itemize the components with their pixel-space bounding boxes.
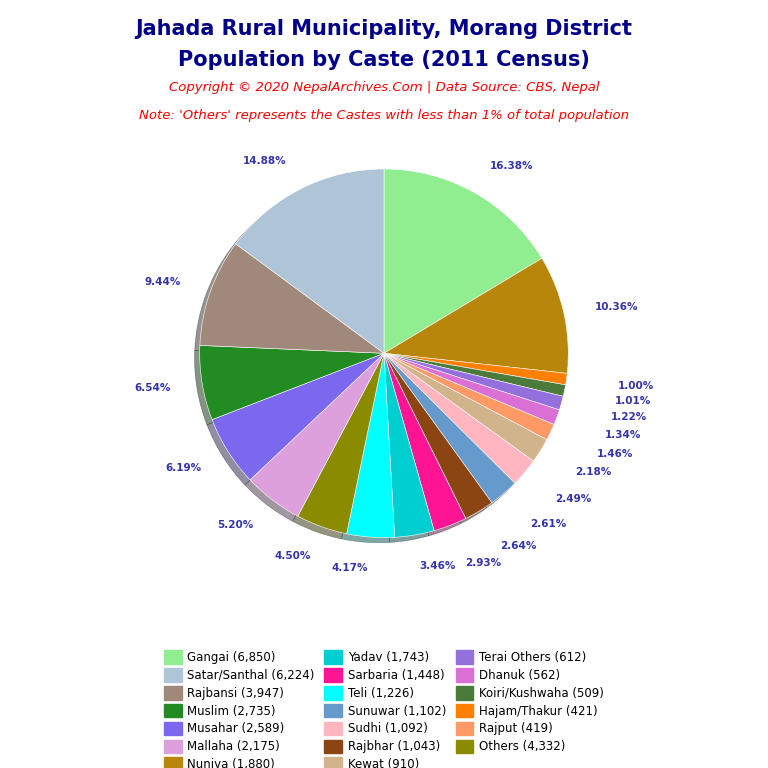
Text: 6.19%: 6.19% [165,463,201,473]
Wedge shape [384,353,534,483]
Wedge shape [384,353,568,385]
Text: 2.18%: 2.18% [575,467,611,477]
Text: 6.54%: 6.54% [135,383,171,393]
Wedge shape [236,169,384,353]
Text: 14.88%: 14.88% [243,156,286,166]
Text: Note: 'Others' represents the Castes with less than 1% of total population: Note: 'Others' represents the Castes wit… [139,109,629,122]
Text: 4.50%: 4.50% [275,551,311,561]
Text: 1.01%: 1.01% [615,396,651,406]
Text: 2.64%: 2.64% [500,541,536,551]
Wedge shape [384,353,559,425]
Text: 1.22%: 1.22% [611,412,647,422]
Wedge shape [212,353,384,480]
Text: Jahada Rural Municipality, Morang District: Jahada Rural Municipality, Morang Distri… [135,19,633,39]
Text: 3.46%: 3.46% [420,561,456,571]
Wedge shape [384,353,515,503]
Text: 1.00%: 1.00% [617,382,654,392]
Wedge shape [200,346,384,419]
Text: 16.38%: 16.38% [490,161,534,170]
Text: 2.49%: 2.49% [555,494,592,504]
Text: 1.34%: 1.34% [605,430,641,440]
Wedge shape [384,353,434,538]
Wedge shape [346,353,395,538]
Text: 9.44%: 9.44% [144,276,180,286]
Text: 2.93%: 2.93% [465,558,501,568]
Legend: Gangai (6,850), Satar/Santhal (6,224), Rajbansi (3,947), Muslim (2,735), Musahar: Gangai (6,850), Satar/Santhal (6,224), R… [159,645,609,768]
Wedge shape [384,353,554,440]
Wedge shape [384,353,465,531]
Text: Population by Caste (2011 Census): Population by Caste (2011 Census) [178,50,590,70]
Wedge shape [384,353,563,410]
Text: 4.17%: 4.17% [332,564,368,574]
Wedge shape [250,353,384,516]
Wedge shape [384,258,568,373]
Text: Copyright © 2020 NepalArchives.Com | Data Source: CBS, Nepal: Copyright © 2020 NepalArchives.Com | Dat… [169,81,599,94]
Text: 5.20%: 5.20% [217,520,253,530]
Wedge shape [384,353,492,518]
Text: 2.61%: 2.61% [530,519,566,529]
Wedge shape [384,353,547,461]
Wedge shape [298,353,384,534]
Text: 1.46%: 1.46% [598,449,634,459]
Wedge shape [200,243,384,353]
Wedge shape [384,353,565,396]
Text: 10.36%: 10.36% [594,302,638,312]
Wedge shape [384,169,542,353]
